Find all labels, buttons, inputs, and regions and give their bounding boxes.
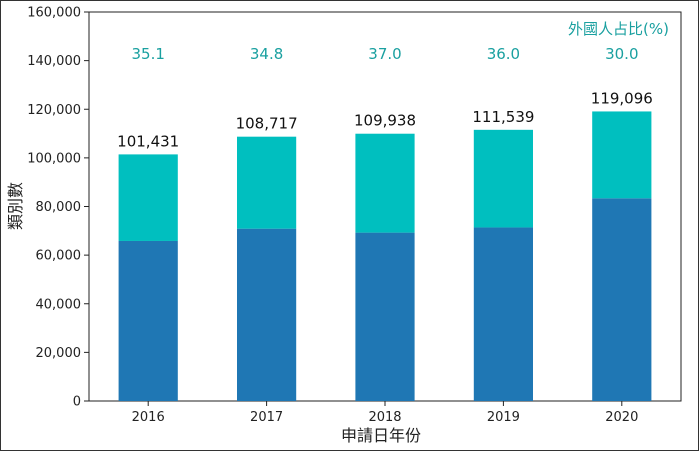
y-tick-label-8: 160,000: [27, 6, 81, 21]
bar-2016-series-2: [118, 154, 178, 241]
bar-2019-series-1: [473, 227, 533, 401]
x-tick-label-2019: 2019: [487, 410, 520, 425]
bar-2020-series-2: [592, 111, 652, 199]
total-label-2016: 101,431: [117, 132, 179, 150]
x-tick-label-2018: 2018: [368, 410, 401, 425]
x-tick-label-2020: 2020: [605, 410, 638, 425]
total-label-2018: 109,938: [354, 112, 416, 130]
foreign-share-2018: 37.0: [368, 45, 401, 63]
bars: [118, 111, 652, 401]
x-ticks: 2016 2017 2018 2019 2020: [132, 401, 638, 425]
foreign-share-2017: 34.8: [250, 45, 283, 63]
total-label-2017: 108,717: [236, 115, 298, 133]
foreign-share-2020: 30.0: [605, 45, 638, 63]
total-label-2019: 111,539: [472, 108, 534, 126]
bar-2019-series-2: [473, 129, 533, 228]
y-tick-label-2: 40,000: [36, 297, 82, 312]
foreign-share-labels: 35.1 34.8 37.0 36.0 30.0: [131, 45, 638, 63]
foreign-share-2016: 35.1: [131, 45, 164, 63]
foreign-share-2019: 36.0: [487, 45, 520, 63]
y-tick-label-0: 0: [73, 395, 81, 410]
bar-2017-series-2: [237, 136, 297, 229]
x-tick-label-2017: 2017: [250, 410, 283, 425]
y-tick-label-1: 20,000: [36, 346, 82, 361]
x-axis-title: 申請日年份: [341, 426, 421, 445]
bar-2020-series-1: [592, 198, 652, 401]
bar-2016-series-1: [118, 240, 178, 401]
y-tick-label-6: 120,000: [27, 103, 81, 118]
foreign-share-title: 外國人占比(%): [568, 20, 669, 38]
bar-2017-series-1: [237, 228, 297, 401]
total-label-2020: 119,096: [591, 89, 653, 107]
y-tick-label-7: 140,000: [27, 54, 81, 69]
bar-2018-series-1: [355, 232, 415, 401]
y-tick-label-5: 100,000: [27, 151, 81, 166]
bar-2018-series-2: [355, 133, 415, 233]
x-tick-label-2016: 2016: [132, 410, 165, 425]
y-ticks: 0 20,000 40,000 60,000 80,000 100,000 120,000 1…: [27, 6, 89, 410]
total-labels: 101,431 108,717 109,938 111,539 119,096: [117, 89, 653, 150]
y-axis-title: 類別數: [6, 182, 25, 230]
y-tick-label-4: 80,000: [36, 200, 82, 215]
y-tick-label-3: 60,000: [36, 249, 82, 264]
